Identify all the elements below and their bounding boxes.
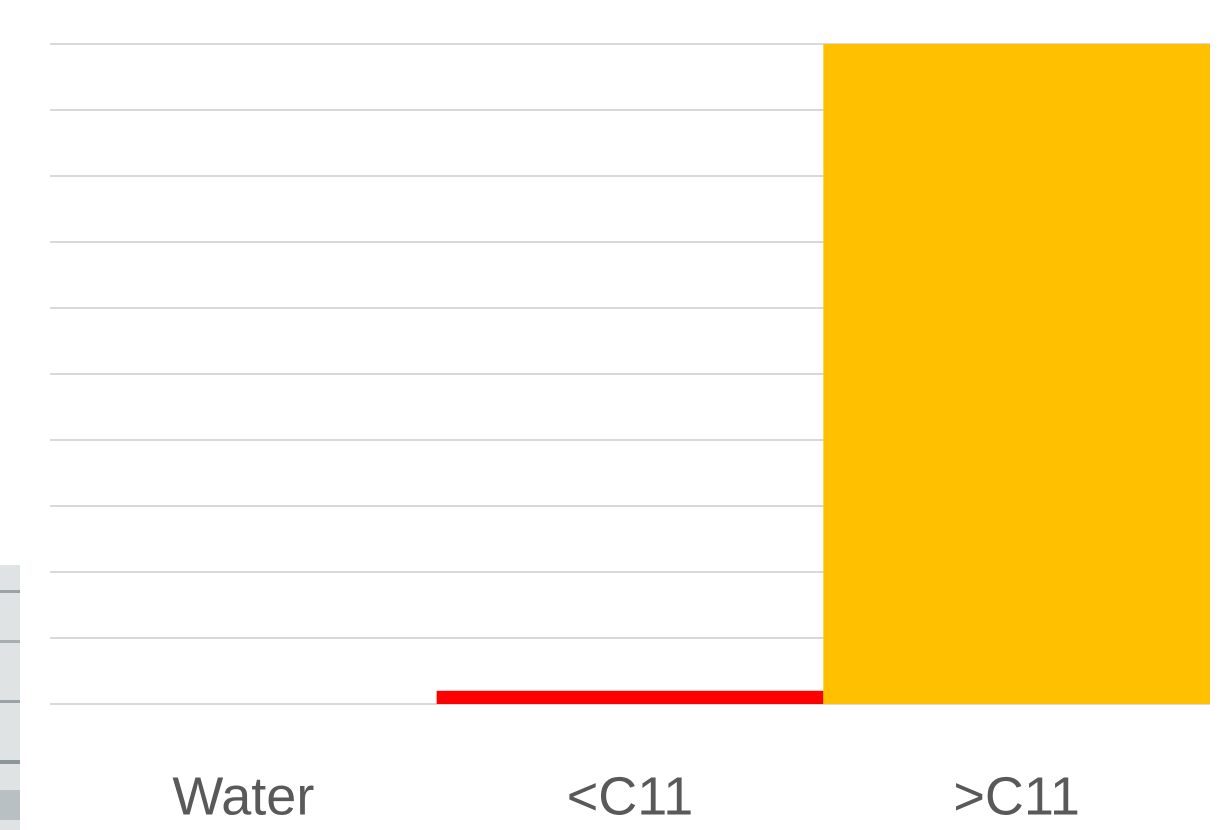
x-tick-label: Water bbox=[172, 766, 314, 826]
bar bbox=[437, 691, 824, 704]
background-photo-fragment bbox=[0, 565, 20, 830]
chart: Water <C11 >C11 bbox=[0, 0, 1228, 830]
bar bbox=[823, 44, 1210, 704]
x-tick-label: >C11 bbox=[953, 766, 1080, 826]
x-tick-label: <C11 bbox=[567, 766, 694, 826]
